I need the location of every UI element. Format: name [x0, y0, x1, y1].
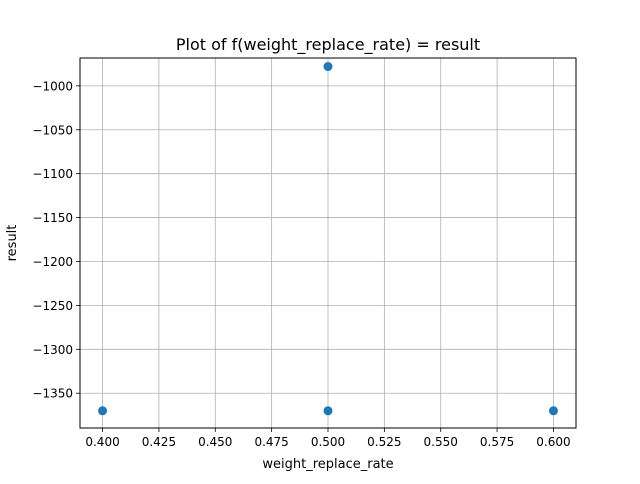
data-point — [323, 62, 333, 72]
y-tick-label: −1300 — [32, 343, 73, 357]
data-points — [98, 62, 558, 416]
data-point — [323, 406, 333, 416]
y-tick-label: −1350 — [32, 387, 73, 401]
x-tick-label: 0.550 — [424, 435, 458, 449]
y-tick-label: −1050 — [32, 123, 73, 137]
data-point — [98, 406, 108, 416]
data-point — [548, 406, 558, 416]
x-tick-label: 0.600 — [536, 435, 570, 449]
chart-title: Plot of f(weight_replace_rate) = result — [176, 35, 480, 55]
y-axis-ticks: −1000 −1050 −1100 −1150 −1200 −1250 −1300 −1350 — [32, 79, 80, 401]
x-axis-ticks: 0.400 0.425 0.450 0.475 0.500 0.525 0.550 0.575… — [85, 428, 571, 449]
x-tick-label: 0.400 — [85, 435, 119, 449]
y-axis-label: result — [5, 225, 20, 262]
x-tick-label: 0.425 — [142, 435, 176, 449]
y-tick-label: −1000 — [32, 79, 73, 93]
grid — [80, 58, 576, 428]
x-tick-label: 0.475 — [254, 435, 288, 449]
x-axis-label: weight_replace_rate — [262, 457, 393, 472]
y-tick-label: −1250 — [32, 299, 73, 313]
x-tick-label: 0.525 — [367, 435, 401, 449]
x-tick-label: 0.575 — [480, 435, 514, 449]
x-tick-label: 0.450 — [198, 435, 232, 449]
y-tick-label: −1200 — [32, 255, 73, 269]
y-tick-label: −1150 — [32, 211, 73, 225]
x-tick-label: 0.500 — [311, 435, 345, 449]
y-tick-label: −1100 — [32, 167, 73, 181]
